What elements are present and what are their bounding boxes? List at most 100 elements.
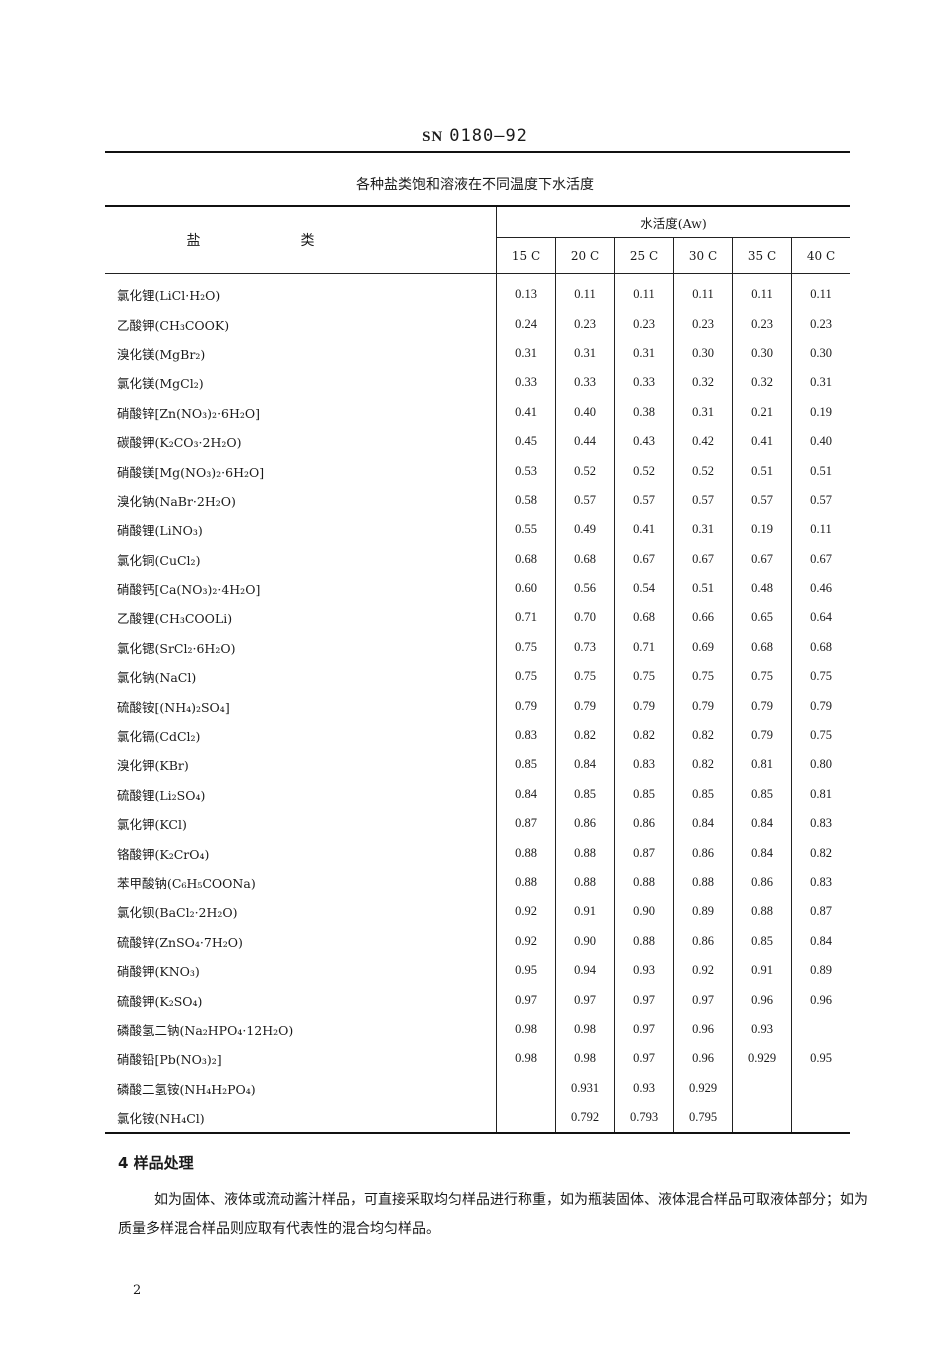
standard-code: 0180—92 xyxy=(449,126,528,146)
water-activity-value: 0.57 xyxy=(614,485,674,516)
table-row: 磷酸二氢铵(NH₄H₂PO₄) 0.931 0.93 0.929 xyxy=(105,1073,850,1103)
table-row: 硝酸锂(LiNO₃) 0.55 0.49 0.41 0.31 0.19 0.11 xyxy=(105,515,850,545)
water-activity-value: 0.33 xyxy=(496,368,556,398)
temperature-header: 15 C xyxy=(496,237,556,274)
water-activity-value: 0.31 xyxy=(791,368,850,398)
water-activity-value: 0.85 xyxy=(732,779,792,810)
temperature-header: 40 C xyxy=(791,237,850,274)
water-activity-value: 0.98 xyxy=(496,1044,556,1074)
water-activity-value: 0.87 xyxy=(791,897,850,927)
water-activity-value: 0.58 xyxy=(496,485,556,516)
table-row: 硫酸钾(K₂SO₄) 0.97 0.97 0.97 0.97 0.96 0.96 xyxy=(105,985,850,1015)
water-activity-value: 0.84 xyxy=(555,750,615,780)
water-activity-value: 0.75 xyxy=(496,662,556,692)
water-activity-value xyxy=(732,1102,792,1134)
water-activity-value: 0.32 xyxy=(673,368,733,398)
page-number: 2 xyxy=(133,1283,142,1298)
water-activity-value: 0.97 xyxy=(614,985,674,1015)
water-activity-value: 0.67 xyxy=(673,544,733,574)
water-activity-value: 0.88 xyxy=(555,838,615,868)
water-activity-value: 0.23 xyxy=(791,309,850,339)
table-row: 乙酸锂(CH₃COOLi) 0.71 0.70 0.68 0.66 0.65 0.64 xyxy=(105,603,850,633)
header-rule xyxy=(105,151,850,153)
water-activity-value: 0.60 xyxy=(496,573,556,604)
water-activity-value: 0.92 xyxy=(496,897,556,927)
water-activity-value: 0.79 xyxy=(732,691,792,721)
water-activity-value: 0.96 xyxy=(673,1044,733,1074)
table-row: 氯化镉(CdCl₂) 0.83 0.82 0.82 0.82 0.79 0.75 xyxy=(105,720,850,751)
salt-name: 氯化钠(NaCl) xyxy=(117,670,197,686)
water-activity-value: 0.93 xyxy=(732,1014,792,1045)
salt-name: 硫酸锌(ZnSO₄·7H₂O) xyxy=(117,934,243,950)
water-activity-value: 0.79 xyxy=(614,691,674,721)
table-row: 氯化锂(LiCl·H₂O) 0.13 0.11 0.11 0.11 0.11 0.11 xyxy=(105,273,850,310)
salt-name: 氯化镉(CdCl₂) xyxy=(117,729,201,745)
water-activity-value: 0.53 xyxy=(496,456,556,486)
water-activity-value: 0.95 xyxy=(791,1044,850,1074)
water-activity-value xyxy=(791,1102,850,1134)
water-activity-value: 0.41 xyxy=(496,397,556,427)
water-activity-value xyxy=(791,1014,850,1045)
table-caption: 各种盐类饱和溶液在不同温度下水活度 xyxy=(356,177,594,193)
table-row: 氯化钡(BaCl₂·2H₂O) 0.92 0.91 0.90 0.89 0.88 0.87 xyxy=(105,897,850,927)
water-activity-value: 0.19 xyxy=(791,397,850,427)
water-activity-value: 0.41 xyxy=(614,515,674,545)
standard-prefix: SN xyxy=(422,129,444,145)
water-activity-value: 0.97 xyxy=(614,1044,674,1074)
water-activity-value: 0.51 xyxy=(673,573,733,604)
water-activity-value: 0.84 xyxy=(791,926,850,956)
water-activity-value: 0.86 xyxy=(673,838,733,868)
water-activity-value: 0.51 xyxy=(732,456,792,486)
water-activity-value: 0.88 xyxy=(496,867,556,898)
water-activity-value: 0.31 xyxy=(673,515,733,545)
water-activity-value: 0.30 xyxy=(732,338,792,369)
table-row: 溴化钾(KBr) 0.85 0.84 0.83 0.82 0.81 0.80 xyxy=(105,750,850,780)
water-activity-value: 0.90 xyxy=(614,897,674,927)
water-activity-value: 0.85 xyxy=(614,779,674,810)
water-activity-value: 0.91 xyxy=(732,955,792,986)
table-row: 乙酸钾(CH₃COOK) 0.24 0.23 0.23 0.23 0.23 0.23 xyxy=(105,309,850,339)
salt-name: 磷酸氢二钠(Na₂HPO₄·12H₂O) xyxy=(117,1022,294,1038)
water-activity-value: 0.30 xyxy=(791,338,850,369)
water-activity-value: 0.68 xyxy=(614,603,674,633)
water-activity-value: 0.92 xyxy=(673,955,733,986)
water-activity-value: 0.41 xyxy=(732,426,792,457)
water-activity-value: 0.96 xyxy=(732,985,792,1015)
salt-name: 硫酸铵[(NH₄)₂SO₄] xyxy=(117,699,230,715)
water-activity-value: 0.793 xyxy=(614,1102,674,1134)
water-activity-value: 0.929 xyxy=(732,1044,792,1074)
water-activity-value: 0.75 xyxy=(614,662,674,692)
table-row: 氯化钠(NaCl) 0.75 0.75 0.75 0.75 0.75 0.75 xyxy=(105,662,850,692)
salt-name: 硝酸钾(KNO₃) xyxy=(117,964,200,980)
section-title: 4 样品处理 xyxy=(118,1154,194,1172)
salt-name: 硝酸铅[Pb(NO₃)₂] xyxy=(117,1052,222,1068)
water-activity-value: 0.82 xyxy=(614,720,674,751)
water-activity-value: 0.71 xyxy=(614,632,674,663)
water-activity-value: 0.89 xyxy=(791,955,850,986)
salt-name: 氯化铵(NH₄Cl) xyxy=(117,1111,205,1127)
water-activity-value: 0.57 xyxy=(732,485,792,516)
water-activity-value: 0.931 xyxy=(555,1073,615,1103)
water-activity-value: 0.73 xyxy=(555,632,615,663)
water-activity-value: 0.23 xyxy=(555,309,615,339)
table-row: 铬酸钾(K₂CrO₄) 0.88 0.88 0.87 0.86 0.84 0.82 xyxy=(105,838,850,868)
water-activity-value: 0.23 xyxy=(614,309,674,339)
water-activity-value: 0.88 xyxy=(496,838,556,868)
water-activity-value: 0.75 xyxy=(555,662,615,692)
water-activity-value: 0.83 xyxy=(791,809,850,839)
water-activity-value: 0.31 xyxy=(555,338,615,369)
water-activity-value: 0.52 xyxy=(673,456,733,486)
water-activity-value: 0.82 xyxy=(555,720,615,751)
water-activity-value: 0.97 xyxy=(496,985,556,1015)
water-activity-value: 0.64 xyxy=(791,603,850,633)
water-activity-header: 水活度(Aw) xyxy=(496,206,850,238)
water-activity-value: 0.24 xyxy=(496,309,556,339)
salt-name: 溴化镁(MgBr₂) xyxy=(117,346,206,362)
water-activity-value: 0.75 xyxy=(496,632,556,663)
water-activity-value: 0.83 xyxy=(496,720,556,751)
water-activity-value: 0.83 xyxy=(791,867,850,898)
water-activity-value: 0.13 xyxy=(496,273,556,310)
water-activity-value: 0.75 xyxy=(673,662,733,692)
water-activity-value: 0.52 xyxy=(555,456,615,486)
water-activity-value: 0.92 xyxy=(496,926,556,956)
